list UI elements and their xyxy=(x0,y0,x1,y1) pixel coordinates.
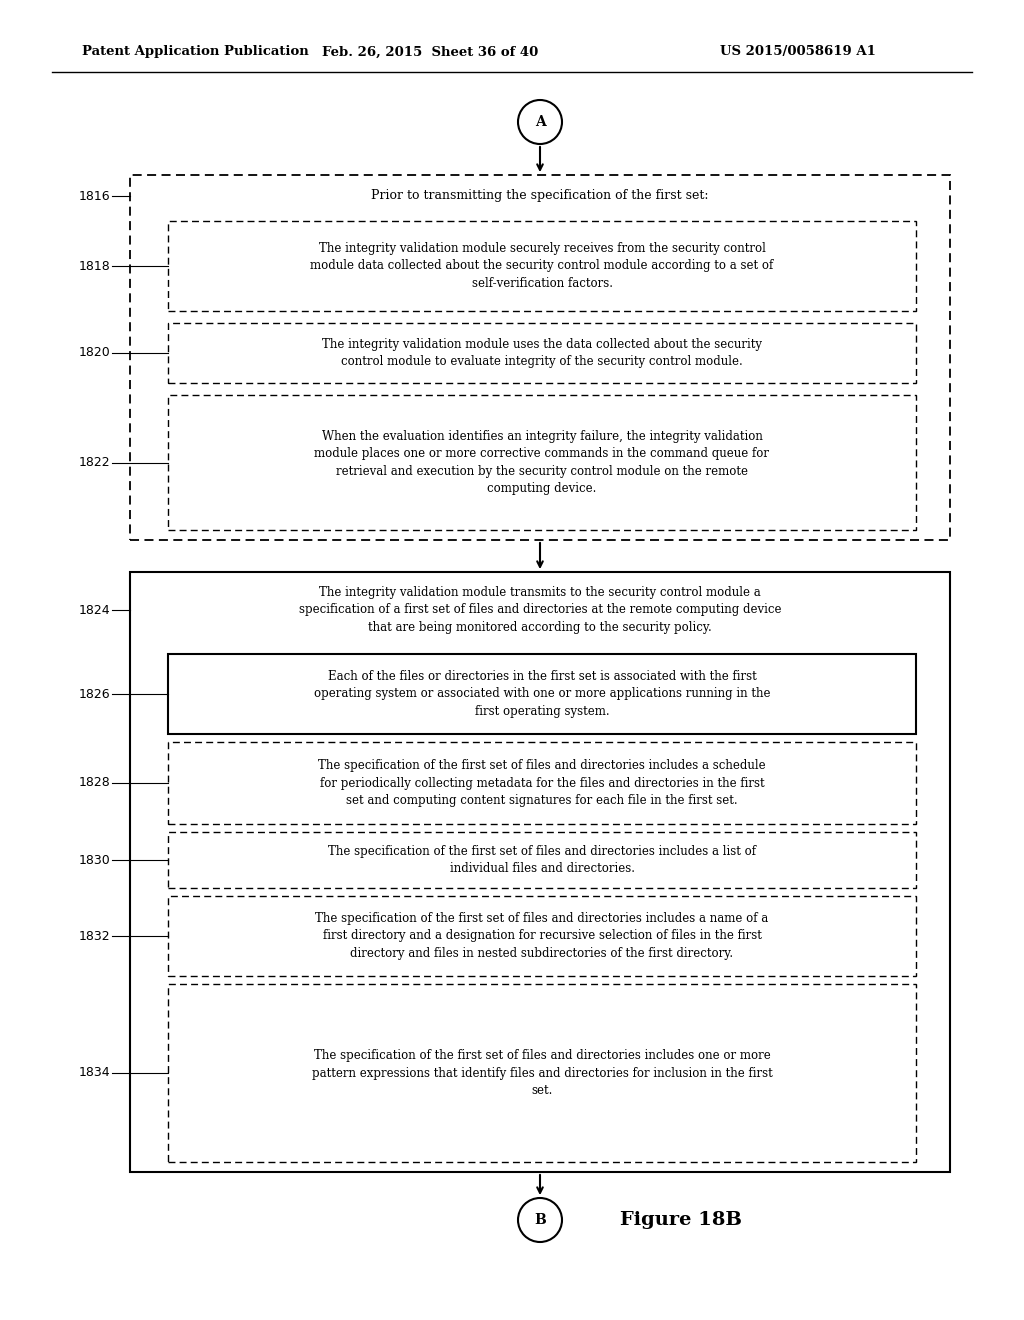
Bar xyxy=(168,896,916,975)
Text: 1834: 1834 xyxy=(79,1067,110,1080)
Bar xyxy=(168,832,916,888)
Bar xyxy=(130,572,950,1172)
Bar xyxy=(168,653,916,734)
Text: A: A xyxy=(535,115,546,129)
Bar xyxy=(168,983,916,1162)
Bar xyxy=(168,220,916,312)
Text: 1830: 1830 xyxy=(78,854,110,866)
Text: Prior to transmitting the specification of the first set:: Prior to transmitting the specification … xyxy=(372,190,709,202)
Text: The specification of the first set of files and directories includes a schedule
: The specification of the first set of fi… xyxy=(318,759,766,807)
Text: B: B xyxy=(535,1213,546,1228)
Text: The specification of the first set of files and directories includes a list of
i: The specification of the first set of fi… xyxy=(328,845,756,875)
Bar xyxy=(168,742,916,824)
Text: Figure 18B: Figure 18B xyxy=(620,1210,742,1229)
Text: Patent Application Publication: Patent Application Publication xyxy=(82,45,309,58)
Text: The specification of the first set of files and directories includes a name of a: The specification of the first set of fi… xyxy=(315,912,769,960)
Text: The integrity validation module transmits to the security control module a
speci: The integrity validation module transmit… xyxy=(299,586,781,634)
Text: 1832: 1832 xyxy=(79,929,110,942)
Text: 1818: 1818 xyxy=(78,260,110,272)
Bar xyxy=(168,323,916,383)
Text: 1824: 1824 xyxy=(79,603,110,616)
Text: When the evaluation identifies an integrity failure, the integrity validation
mo: When the evaluation identifies an integr… xyxy=(314,430,769,495)
Text: Each of the files or directories in the first set is associated with the first
o: Each of the files or directories in the … xyxy=(313,671,770,718)
Bar xyxy=(130,176,950,540)
Text: Feb. 26, 2015  Sheet 36 of 40: Feb. 26, 2015 Sheet 36 of 40 xyxy=(322,45,539,58)
Text: 1826: 1826 xyxy=(79,688,110,701)
Text: US 2015/0058619 A1: US 2015/0058619 A1 xyxy=(720,45,876,58)
Text: 1822: 1822 xyxy=(79,455,110,469)
Text: The integrity validation module securely receives from the security control
modu: The integrity validation module securely… xyxy=(310,242,773,290)
Bar xyxy=(168,395,916,531)
Text: The integrity validation module uses the data collected about the security
contr: The integrity validation module uses the… xyxy=(322,338,762,368)
Text: 1828: 1828 xyxy=(78,776,110,789)
Text: 1820: 1820 xyxy=(78,346,110,359)
Text: 1816: 1816 xyxy=(79,190,110,202)
Text: The specification of the first set of files and directories includes one or more: The specification of the first set of fi… xyxy=(311,1049,772,1097)
